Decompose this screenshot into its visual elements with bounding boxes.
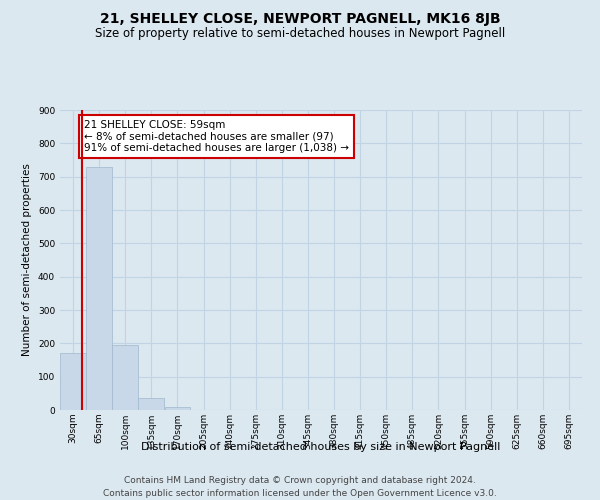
Bar <box>139 398 164 410</box>
Bar <box>112 345 138 410</box>
Text: Contains HM Land Registry data © Crown copyright and database right 2024.
Contai: Contains HM Land Registry data © Crown c… <box>103 476 497 498</box>
Text: 21 SHELLEY CLOSE: 59sqm
← 8% of semi-detached houses are smaller (97)
91% of sem: 21 SHELLEY CLOSE: 59sqm ← 8% of semi-det… <box>84 120 349 153</box>
Y-axis label: Number of semi-detached properties: Number of semi-detached properties <box>22 164 32 356</box>
Text: 21, SHELLEY CLOSE, NEWPORT PAGNELL, MK16 8JB: 21, SHELLEY CLOSE, NEWPORT PAGNELL, MK16… <box>100 12 500 26</box>
Text: Distribution of semi-detached houses by size in Newport Pagnell: Distribution of semi-detached houses by … <box>142 442 500 452</box>
Text: Size of property relative to semi-detached houses in Newport Pagnell: Size of property relative to semi-detach… <box>95 28 505 40</box>
Bar <box>60 354 86 410</box>
Bar <box>86 166 112 410</box>
Bar <box>164 406 190 410</box>
